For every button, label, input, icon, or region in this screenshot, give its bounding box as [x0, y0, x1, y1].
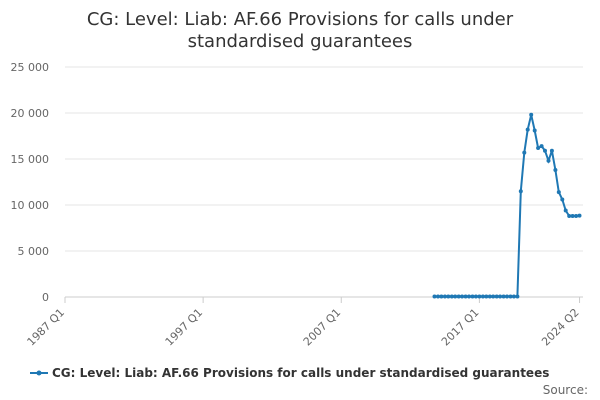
legend-label: CG: Level: Liab: AF.66 Provisions for ca…: [52, 366, 549, 380]
data-point[interactable]: [532, 128, 537, 133]
data-point[interactable]: [522, 150, 527, 155]
data-point[interactable]: [456, 294, 461, 299]
legend[interactable]: CG: Level: Liab: AF.66 Provisions for ca…: [30, 366, 549, 380]
data-point[interactable]: [567, 214, 572, 218]
data-point[interactable]: [477, 294, 482, 299]
data-point[interactable]: [449, 294, 454, 299]
chart-title-line-1: CG: Level: Liab: AF.66 Provisions for ca…: [87, 9, 514, 30]
series-line: [434, 114, 580, 298]
data-point[interactable]: [570, 214, 575, 218]
y-tick-label: 10 000: [11, 199, 50, 212]
legend-marker: [36, 370, 42, 376]
chart-title-line-2: standardised guarantees: [188, 31, 413, 52]
x-tick-label: 1997 Q1: [163, 306, 206, 349]
data-point[interactable]: [525, 127, 530, 132]
y-tick-label: 0: [42, 291, 49, 304]
y-axis: 25 000 20 000 15 000 10 000 5 000 0: [11, 61, 50, 304]
data-point[interactable]: [546, 158, 551, 163]
data-point[interactable]: [432, 294, 437, 299]
data-point[interactable]: [446, 294, 451, 299]
data-point[interactable]: [501, 294, 506, 299]
y-tick-label: 5 000: [18, 245, 50, 258]
y-tick-label: 20 000: [11, 107, 50, 120]
grid: [65, 66, 583, 298]
data-point[interactable]: [470, 294, 475, 299]
data-point[interactable]: [515, 294, 520, 299]
x-tick-label: 1987 Q1: [25, 306, 68, 349]
data-point[interactable]: [577, 213, 582, 218]
data-point[interactable]: [549, 148, 554, 153]
data-point[interactable]: [529, 112, 534, 117]
data-point[interactable]: [556, 190, 561, 195]
x-axis: 1987 Q1 1997 Q1 2007 Q1 2017 Q1 2024 Q2: [25, 297, 582, 348]
x-tick-label: 2017 Q1: [439, 306, 482, 349]
data-point[interactable]: [436, 294, 440, 299]
data-point[interactable]: [473, 294, 478, 299]
data-point[interactable]: [453, 294, 458, 299]
data-point[interactable]: [553, 168, 558, 172]
data-point[interactable]: [560, 197, 565, 202]
data-point[interactable]: [505, 294, 509, 299]
data-point[interactable]: [543, 148, 547, 153]
data-point[interactable]: [487, 294, 492, 299]
data-point[interactable]: [494, 294, 499, 299]
data-point[interactable]: [539, 144, 544, 149]
data-point[interactable]: [460, 294, 465, 299]
data-point[interactable]: [536, 146, 541, 150]
y-tick-label: 25 000: [11, 61, 50, 74]
series: [432, 112, 582, 299]
x-tick-label: 2007 Q1: [301, 306, 344, 349]
data-point[interactable]: [498, 294, 503, 299]
data-point[interactable]: [511, 294, 516, 299]
data-point[interactable]: [491, 294, 496, 299]
data-point[interactable]: [563, 208, 568, 213]
data-point[interactable]: [439, 294, 444, 299]
data-point[interactable]: [467, 294, 471, 299]
data-point[interactable]: [574, 214, 579, 218]
data-point[interactable]: [484, 294, 489, 299]
data-point[interactable]: [518, 189, 523, 194]
y-tick-label: 15 000: [11, 153, 50, 166]
source-label[interactable]: Source:: [543, 383, 588, 397]
chart-title: CG: Level: Liab: AF.66 Provisions for ca…: [87, 9, 514, 52]
data-point[interactable]: [480, 294, 485, 299]
data-point[interactable]: [463, 294, 468, 299]
data-point[interactable]: [508, 294, 513, 299]
x-tick-label: 2024 Q2: [539, 306, 582, 349]
data-point[interactable]: [442, 294, 447, 299]
